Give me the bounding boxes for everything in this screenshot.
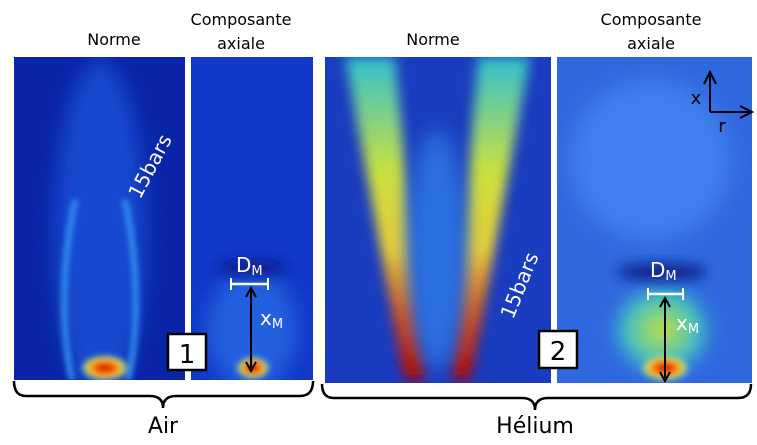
- xm-label: xM: [676, 311, 699, 337]
- panel-title: Norme: [87, 30, 140, 49]
- dm-label: DM: [650, 258, 677, 284]
- axes-icon: [703, 69, 755, 119]
- group-brace: [12, 380, 315, 409]
- group-label: Air: [148, 414, 179, 439]
- axis-label: x: [691, 88, 702, 109]
- group-brace: [320, 383, 753, 411]
- panel-title: Composante: [601, 10, 702, 29]
- panel-title: Norme: [406, 30, 459, 49]
- number-box: [537, 329, 579, 370]
- xm-label: xM: [260, 306, 283, 332]
- panel-title: Composante: [191, 10, 292, 29]
- panel-number: 2: [550, 337, 567, 367]
- panel-image: [14, 57, 185, 380]
- xm-arrow: [659, 295, 671, 384]
- number-box: [166, 332, 208, 372]
- axis-label: r: [718, 116, 726, 137]
- panel-image: [325, 57, 551, 383]
- dm-label: DM: [236, 253, 263, 279]
- panel-number: 1: [179, 340, 196, 370]
- panel-image: [557, 57, 752, 383]
- xm-arrow: [245, 285, 257, 374]
- panel-title: axiale: [627, 34, 675, 53]
- group-label: Hélium: [496, 414, 574, 439]
- panel-title: axiale: [217, 34, 265, 53]
